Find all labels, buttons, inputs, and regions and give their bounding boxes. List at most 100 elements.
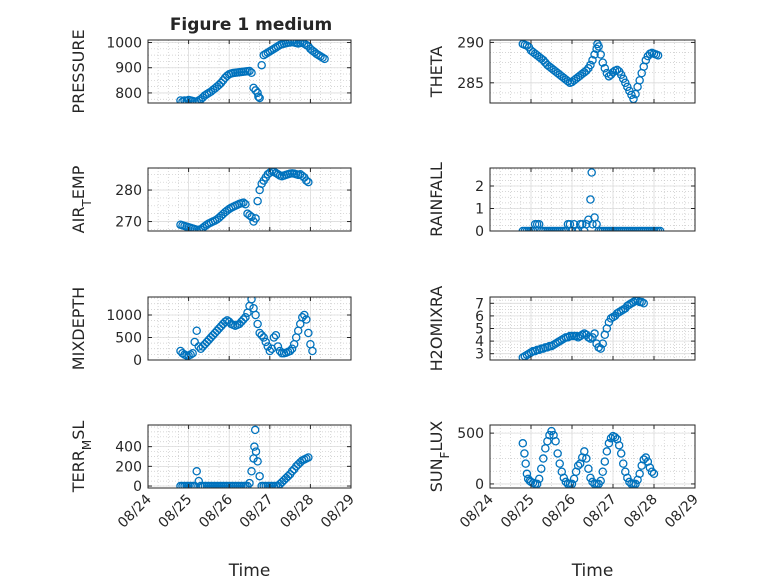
data-point xyxy=(641,453,651,462)
data-point xyxy=(188,348,197,358)
y-tick-label: 1000 xyxy=(106,36,142,52)
data-point xyxy=(273,170,283,179)
data-point xyxy=(293,40,303,48)
data-point xyxy=(547,426,556,436)
y-axis-label: PRESSURE xyxy=(69,29,88,113)
data-point xyxy=(616,449,626,458)
data-point xyxy=(251,447,261,456)
x-axis-ticks xyxy=(489,168,696,231)
data-point xyxy=(253,457,262,466)
data-point xyxy=(587,168,596,177)
y-tick-label: 500 xyxy=(457,426,484,442)
data-point xyxy=(604,439,614,448)
data-point xyxy=(192,467,201,476)
y-tick-label: 200 xyxy=(115,459,142,475)
data-point xyxy=(619,459,628,468)
data-point xyxy=(518,439,528,448)
y-axis-ticks: 800 900 1000 xyxy=(106,36,351,102)
data-series xyxy=(176,40,329,103)
data-point xyxy=(551,437,560,446)
y-tick-label: 7 xyxy=(475,296,484,312)
data-point xyxy=(594,42,603,51)
data-point xyxy=(582,219,591,229)
y-axis-label: RAINFALL xyxy=(427,162,446,237)
data-point xyxy=(563,76,573,86)
data-point xyxy=(586,195,595,204)
data-point xyxy=(539,55,548,65)
data-point xyxy=(239,315,248,324)
x-axis-label: Time xyxy=(228,561,271,581)
x-tick-label: 08/27 xyxy=(580,492,620,532)
data-point xyxy=(553,449,562,458)
y-axis-label: AIRTEMP xyxy=(69,165,94,233)
data-point xyxy=(318,53,327,62)
data-point xyxy=(245,66,254,76)
data-point xyxy=(247,68,256,78)
y-axis-label: SUNFLUX xyxy=(427,421,452,493)
data-point xyxy=(285,346,295,356)
data-point xyxy=(176,96,185,103)
y-tick-label: 0 xyxy=(133,479,142,495)
subplot-2: 285 290 THETA xyxy=(427,35,696,104)
data-point xyxy=(251,310,260,320)
data-point xyxy=(619,74,628,84)
subplot-1: 800 900 1000 PRESSURE xyxy=(69,29,352,114)
data-point xyxy=(257,330,266,340)
y-axis-label: H2OMIXRA xyxy=(427,286,446,372)
axes-box xyxy=(147,296,352,361)
data-point xyxy=(637,297,646,307)
data-point xyxy=(534,474,544,484)
data-point xyxy=(522,41,532,50)
x-tick-label: 08/28 xyxy=(277,492,317,532)
data-point xyxy=(245,478,254,488)
data-point xyxy=(283,40,293,48)
y-axis-ticks: 0 500 xyxy=(457,426,695,493)
subplot-4: 0 1 2 RAINFALL xyxy=(427,162,696,240)
data-point xyxy=(287,344,297,353)
data-point xyxy=(247,212,256,222)
axes-box xyxy=(147,39,352,104)
data-point xyxy=(596,344,605,353)
data-point xyxy=(596,476,605,486)
data-point xyxy=(298,312,307,322)
x-tick-label: 08/25 xyxy=(498,492,538,532)
x-axis-label: Time xyxy=(571,561,614,581)
data-point xyxy=(614,441,624,450)
data-point xyxy=(586,334,595,343)
data-point xyxy=(600,457,610,466)
data-point xyxy=(545,430,554,440)
data-point xyxy=(250,442,259,451)
data-point xyxy=(320,54,329,64)
data-point xyxy=(263,342,273,351)
y-tick-label: 4 xyxy=(475,334,484,350)
data-point xyxy=(608,68,618,77)
data-point xyxy=(596,50,605,59)
data-point xyxy=(304,453,313,462)
data-point xyxy=(582,454,591,463)
data-point xyxy=(186,96,195,103)
data-point xyxy=(300,310,309,320)
data-point xyxy=(573,461,583,470)
data-point xyxy=(521,459,530,468)
data-series xyxy=(518,297,649,360)
data-point xyxy=(302,315,311,324)
data-point xyxy=(269,333,279,342)
data-point xyxy=(592,44,601,54)
x-axis-ticks xyxy=(147,297,352,360)
data-point xyxy=(559,473,569,483)
y-tick-label: 1 xyxy=(475,202,484,218)
data-point xyxy=(582,66,591,75)
data-point xyxy=(251,214,260,223)
y-tick-label: 0 xyxy=(475,477,484,493)
y-tick-label: 290 xyxy=(457,35,484,51)
y-tick-label: 6 xyxy=(475,309,484,325)
data-point xyxy=(255,93,264,103)
data-point xyxy=(598,339,608,348)
data-point xyxy=(639,299,649,308)
x-axis-ticks xyxy=(489,40,696,103)
data-point xyxy=(308,346,317,356)
data-point xyxy=(255,471,264,481)
data-point xyxy=(627,90,636,100)
x-tick-label: 08/26 xyxy=(196,491,236,531)
